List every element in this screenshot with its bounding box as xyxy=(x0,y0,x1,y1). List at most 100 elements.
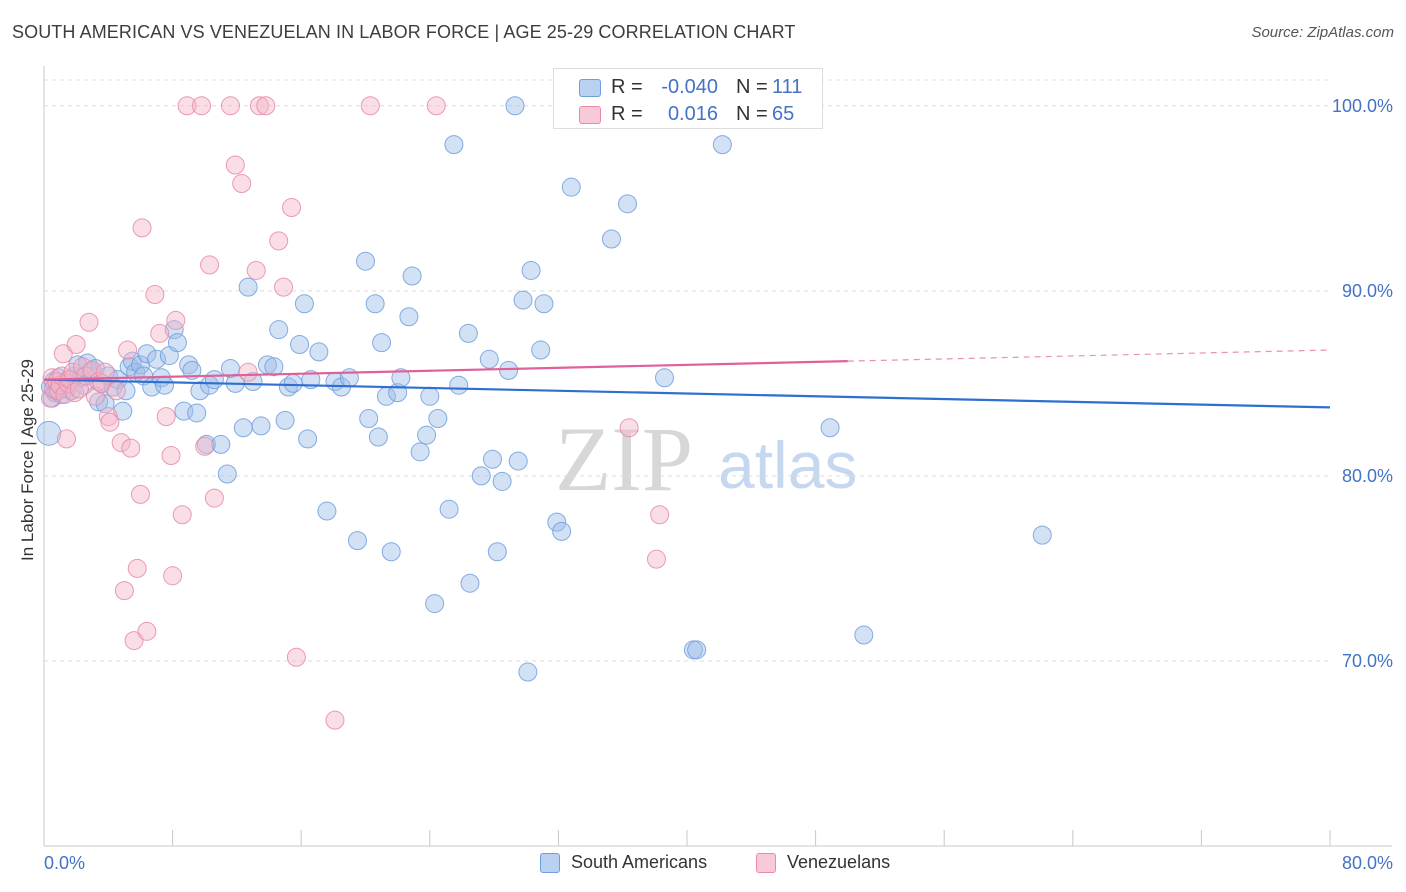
venezuelans-point xyxy=(132,218,152,238)
south-americans-point xyxy=(521,260,541,280)
watermark-atlas: atlas xyxy=(718,428,857,502)
south-americans-point xyxy=(89,392,109,412)
south-americans-point xyxy=(410,442,430,462)
south-americans-point xyxy=(399,307,419,327)
south-americans-point xyxy=(439,499,459,519)
venezuelans-point xyxy=(55,384,75,404)
south-americans-point xyxy=(264,357,284,377)
venezuelans-point xyxy=(325,710,345,730)
south-americans-point xyxy=(283,373,303,393)
trend-lines xyxy=(43,349,1331,409)
venezuelans-point xyxy=(130,484,150,504)
south-americans-point xyxy=(251,416,271,436)
tick-labels: 100.0% 90.0% 80.0% 70.0% 0.0% 80.0% xyxy=(44,96,1393,873)
venezuelans-point xyxy=(225,155,245,175)
south-americans-point xyxy=(531,340,551,360)
venezuelans-point xyxy=(246,260,266,280)
south-americans-points xyxy=(36,96,1052,682)
y-tick-label: 90.0% xyxy=(1342,281,1393,301)
south-americans-point xyxy=(687,640,707,660)
n-value: 111 xyxy=(772,76,803,98)
venezuelans-point xyxy=(195,436,215,456)
y-tick-label: 70.0% xyxy=(1342,651,1393,671)
venezuelans-point xyxy=(274,277,294,297)
south-americans-point xyxy=(347,531,367,551)
south-americans-point xyxy=(182,360,202,380)
south-americans-point xyxy=(444,135,464,155)
south-americans-point xyxy=(243,371,263,391)
legend-label: Venezuelans xyxy=(787,852,891,872)
n-label: N = xyxy=(736,76,768,98)
south-americans-point xyxy=(356,251,375,271)
source-label: Source: ZipAtlas.com xyxy=(1251,24,1394,41)
south-americans-point xyxy=(275,410,295,430)
r-label: R = xyxy=(611,76,643,98)
south-americans-point xyxy=(238,277,258,297)
y-tick-label: 100.0% xyxy=(1332,96,1393,116)
r-value: -0.040 xyxy=(661,76,718,98)
venezuelans-point xyxy=(124,631,144,651)
venezuelans-point xyxy=(204,488,224,508)
south-americans-point xyxy=(518,662,538,682)
venezuelans-point xyxy=(360,96,380,116)
venezuelans-point xyxy=(127,558,147,578)
venezuelans-point xyxy=(220,96,240,116)
venezuelans-point xyxy=(111,433,131,453)
y-tick-label: 80.0% xyxy=(1342,466,1393,486)
r-label: R = xyxy=(611,103,643,125)
south-americans-point xyxy=(513,290,533,310)
venezuelans-point xyxy=(163,566,183,586)
south-americans-point xyxy=(190,381,210,401)
south-americans-point xyxy=(233,418,253,438)
south-americans-point xyxy=(365,294,385,314)
south-americans-point xyxy=(552,521,572,541)
south-americans-point xyxy=(317,501,337,521)
south-americans-point xyxy=(137,344,157,364)
x-tick-label: 80.0% xyxy=(1342,853,1393,873)
south-americans-point xyxy=(217,464,237,484)
venezuelans-point xyxy=(161,446,181,466)
legend-swatch-south-americans xyxy=(540,853,560,873)
r-value: 0.016 xyxy=(667,103,718,125)
venezuelans-point xyxy=(166,310,186,330)
south-americans-point xyxy=(147,349,167,369)
venezuelans-point xyxy=(106,381,126,401)
south-americans-point xyxy=(298,429,318,449)
south-americans-point xyxy=(425,594,445,614)
venezuelans-point xyxy=(286,647,306,667)
south-americans-point xyxy=(601,229,621,249)
venezuelans-point xyxy=(137,621,157,641)
south-americans-point xyxy=(309,342,329,362)
south-americans-point xyxy=(820,418,840,438)
venezuelans-point xyxy=(177,96,197,116)
venezuelans-point xyxy=(269,231,289,251)
legend-swatch-venezuelans xyxy=(756,853,776,873)
venezuelans-trend-line xyxy=(43,360,848,381)
venezuelans-point xyxy=(232,173,252,193)
south-americans-point xyxy=(155,375,175,395)
south-americans-point xyxy=(428,409,448,429)
venezuelans-point xyxy=(145,285,165,305)
venezuelans-point xyxy=(282,198,302,218)
chart-title: SOUTH AMERICAN VS VENEZUELAN IN LABOR FO… xyxy=(12,22,796,42)
watermark: ZIP atlas xyxy=(555,408,857,510)
south-americans-point xyxy=(290,334,310,354)
south-americans-point xyxy=(460,573,480,593)
south-americans-point xyxy=(269,320,289,340)
south-americans-point xyxy=(113,401,133,421)
venezuelans-point xyxy=(172,505,192,525)
axes xyxy=(43,66,1392,847)
venezuelans-point xyxy=(100,412,120,432)
south-americans-point xyxy=(534,294,554,314)
stats-box: R = -0.040 N = 111 R = 0.016 N = 65 xyxy=(553,68,823,129)
venezuelans-point xyxy=(57,429,77,449)
south-americans-point xyxy=(36,420,62,446)
south-americans-point xyxy=(458,323,478,343)
south-americans-point xyxy=(471,466,491,486)
venezuelans-swatch xyxy=(579,106,601,124)
south-americans-trend-line xyxy=(43,378,1331,409)
south-americans-point xyxy=(402,266,422,286)
n-label: N = xyxy=(736,103,768,125)
south-americans-point xyxy=(561,177,581,197)
south-americans-point xyxy=(618,194,638,214)
